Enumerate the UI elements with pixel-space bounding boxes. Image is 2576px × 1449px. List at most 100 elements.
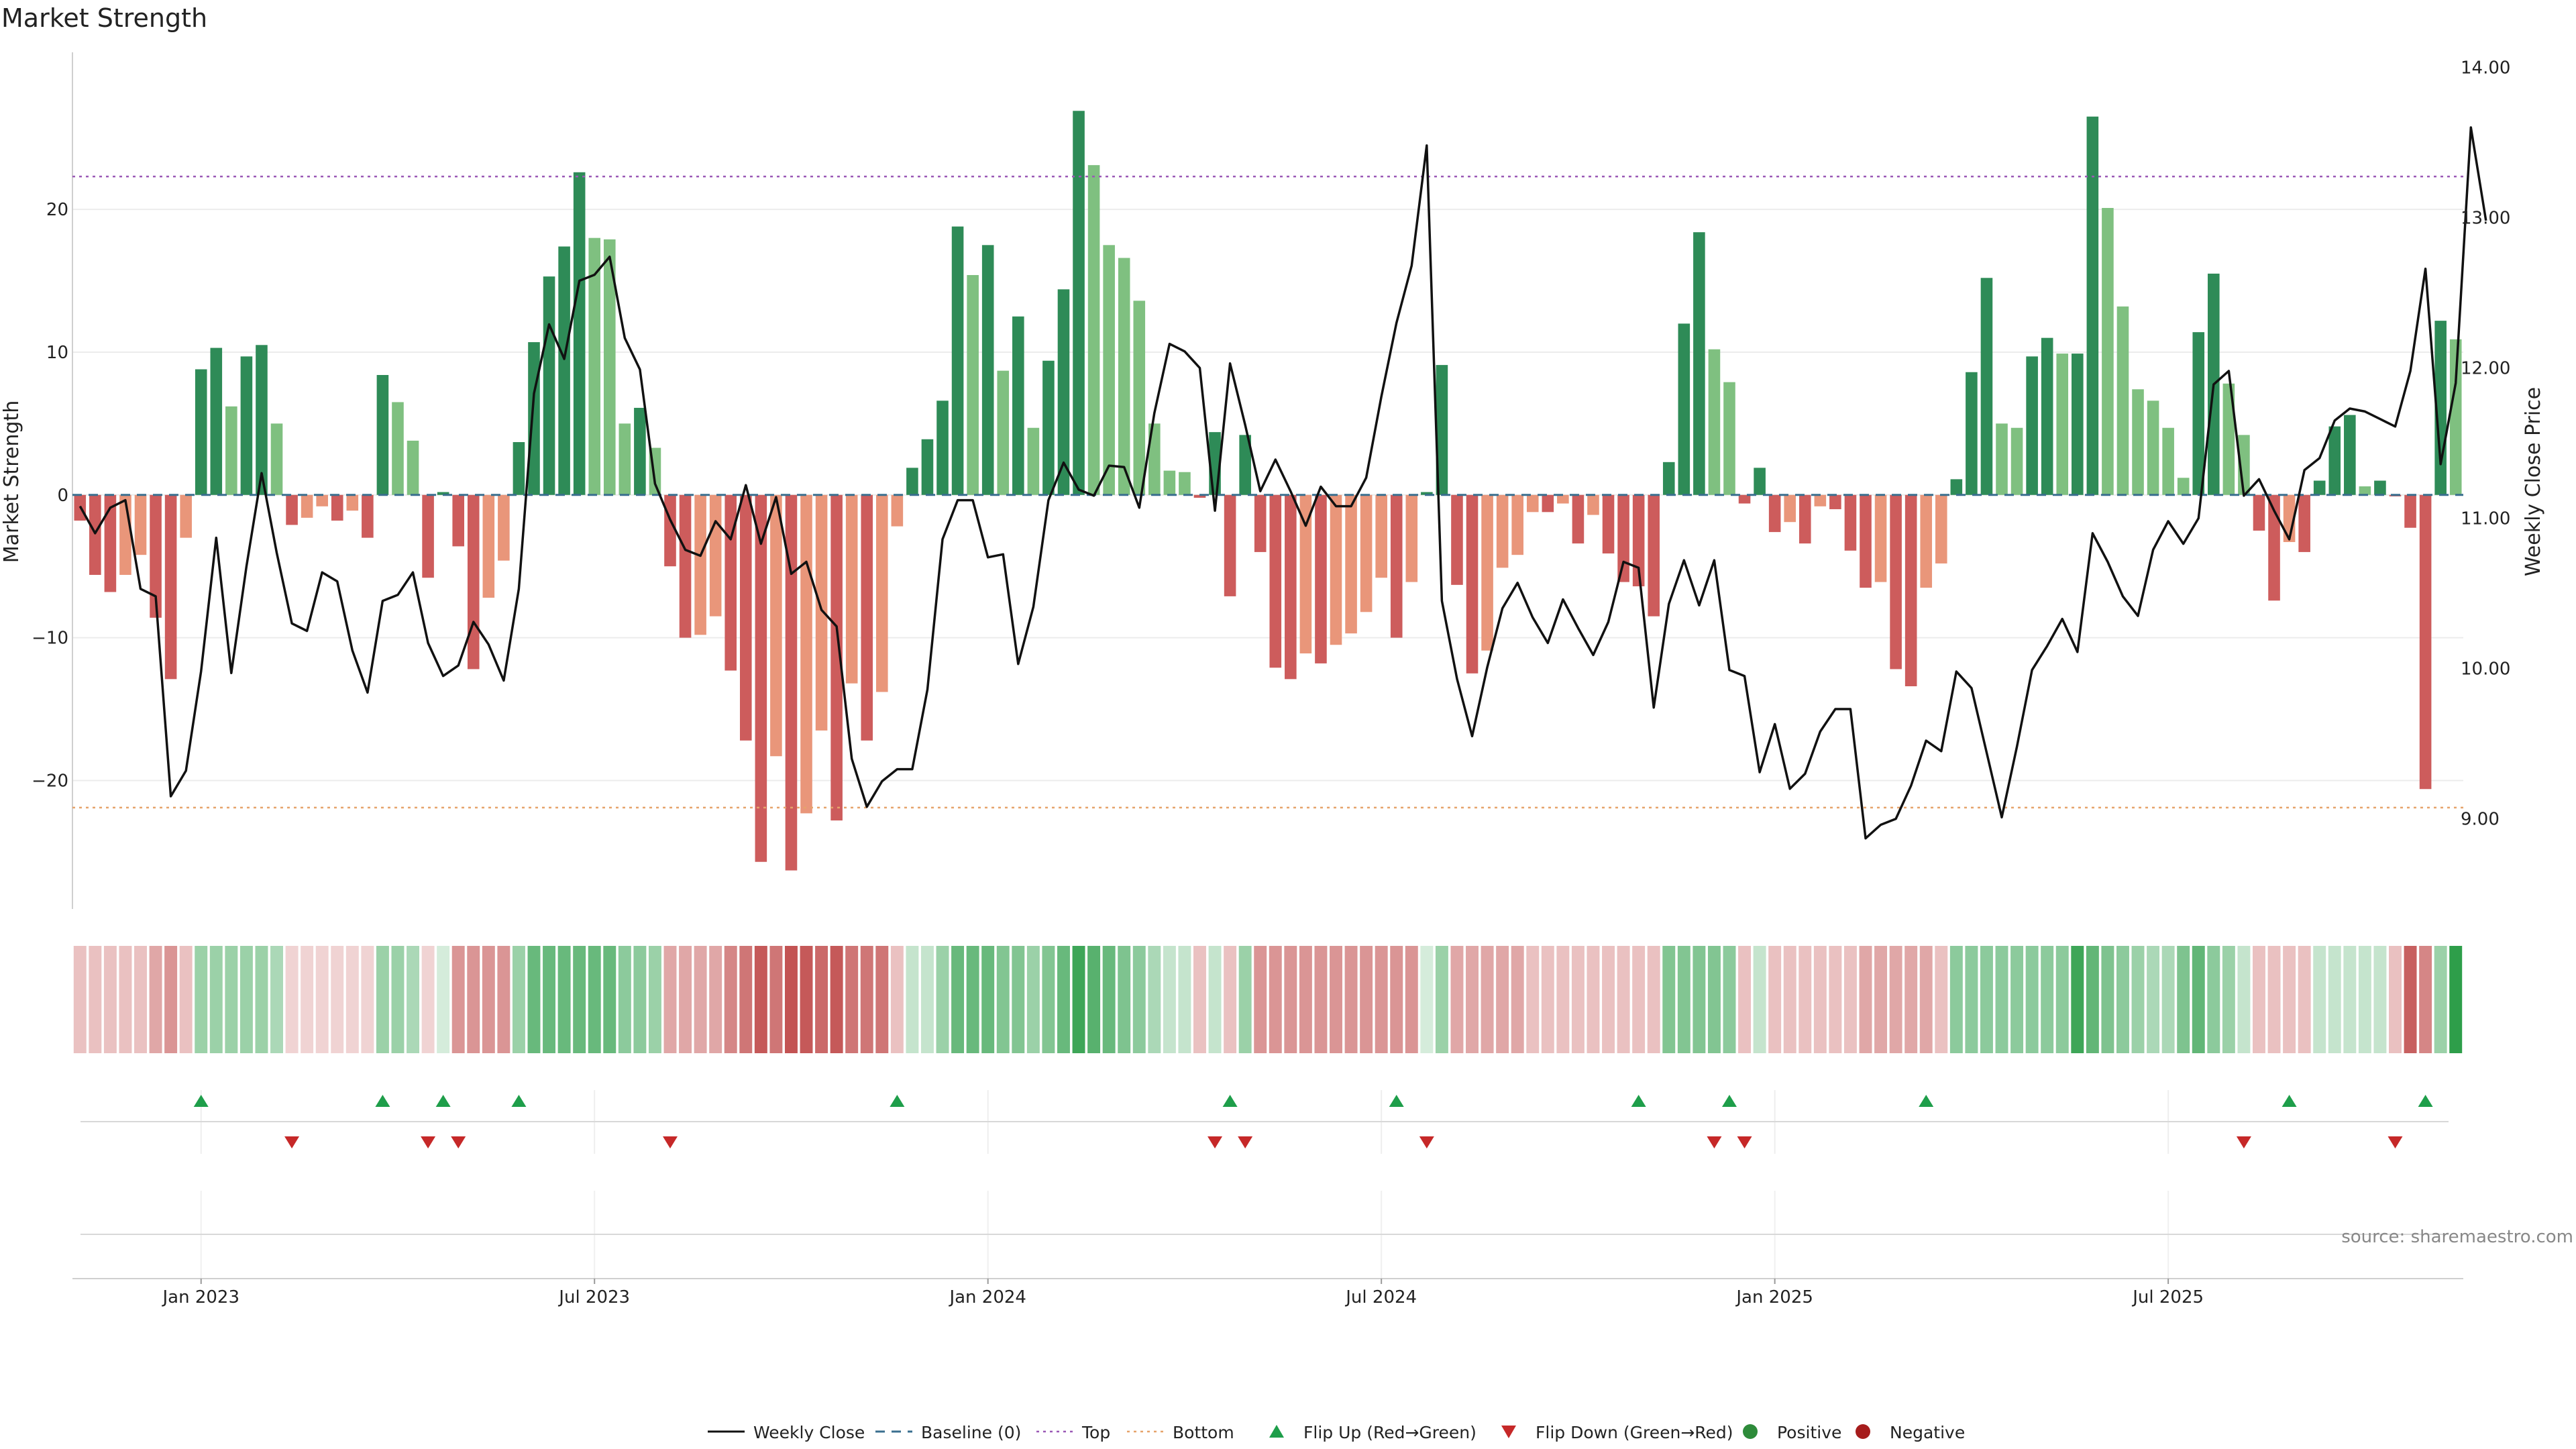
- heat-cell: [2253, 946, 2265, 1053]
- strength-bar: [2253, 494, 2265, 531]
- flip-up-marker: [2418, 1095, 2433, 1107]
- legend-swatch-circle: [1856, 1424, 1870, 1439]
- heat-cell: [1330, 946, 1342, 1053]
- left-y-tick-label: 10: [46, 343, 68, 363]
- strength-bar: [1784, 494, 1796, 523]
- heat-cell: [543, 946, 556, 1053]
- legend-label: Flip Down (Green→Red): [1536, 1423, 1733, 1442]
- strength-bar: [2222, 383, 2235, 495]
- flip-down-marker: [1208, 1136, 1223, 1148]
- strength-bar: [739, 494, 752, 741]
- strength-bar: [1148, 423, 1161, 495]
- heat-cell: [2161, 946, 2175, 1053]
- right-y-tick-label: 12.00: [2461, 358, 2510, 378]
- heat-cell: [1435, 946, 1448, 1053]
- heat-cell: [1723, 946, 1736, 1053]
- legend-swatch-circle: [1743, 1424, 1758, 1439]
- strength-bar: [1966, 372, 1978, 495]
- heat-cell: [1405, 946, 1418, 1053]
- strength-bar: [1526, 494, 1539, 513]
- legend-item: Flip Up (Red→Green): [1269, 1423, 1477, 1442]
- right-y-tick-label: 9.00: [2461, 810, 2500, 830]
- strength-bar: [195, 369, 207, 495]
- strength-bar: [1693, 232, 1705, 495]
- strength-bar: [2010, 427, 2023, 495]
- strength-bar: [1224, 494, 1236, 596]
- strength-panel: −20 −10 0 10 20 9.00 10.00 11.00 12.00 13.00 14.0…: [0, 52, 2545, 909]
- heat-cell: [255, 946, 268, 1053]
- right-y-tick-label: 11.00: [2461, 509, 2510, 529]
- strength-bar: [981, 245, 994, 495]
- legend-label: Top: [1081, 1423, 1110, 1442]
- strength-bar: [1179, 472, 1191, 495]
- flip-up-marker: [2282, 1095, 2297, 1107]
- strength-bars: [74, 111, 2462, 871]
- heat-cell: [1980, 946, 1993, 1053]
- legend-label: Negative: [1890, 1423, 1965, 1442]
- heat-cell: [1571, 946, 1585, 1053]
- heat-cell: [2025, 946, 2039, 1053]
- strength-bar: [755, 494, 767, 862]
- strength-bar: [1421, 492, 1433, 495]
- heat-cell: [769, 946, 783, 1053]
- strength-bar: [1360, 494, 1373, 612]
- strength-bar: [407, 440, 419, 495]
- heat-cell: [815, 946, 828, 1053]
- heat-cell: [1193, 946, 1206, 1053]
- heat-cell: [1420, 946, 1434, 1053]
- legend-label: Bottom: [1173, 1423, 1234, 1442]
- strength-bar: [1632, 494, 1645, 586]
- flip-down-marker: [2387, 1136, 2403, 1148]
- strength-bar: [800, 494, 812, 814]
- strength-bar: [1436, 365, 1448, 495]
- flip-up-marker: [511, 1095, 527, 1107]
- heat-cell: [603, 946, 616, 1053]
- strength-bar: [2132, 389, 2144, 495]
- heat-cell: [1057, 946, 1070, 1053]
- strength-bar: [1133, 301, 1146, 495]
- heat-cell: [1965, 946, 1978, 1053]
- strength-bar: [906, 468, 918, 495]
- heat-cell: [1450, 946, 1464, 1053]
- right-y-tick-label: 13.00: [2461, 208, 2510, 228]
- strength-bar: [1738, 494, 1751, 504]
- heat-cell: [906, 946, 919, 1053]
- heat-cell: [179, 946, 193, 1053]
- strength-bar: [861, 494, 873, 741]
- flip-down-marker: [421, 1136, 436, 1148]
- strength-bar: [2056, 354, 2069, 495]
- strength-bar: [2072, 354, 2084, 495]
- strength-bar: [1723, 382, 1735, 495]
- strength-bar: [2026, 356, 2038, 495]
- strength-bar: [2374, 480, 2386, 495]
- strength-bar: [2086, 116, 2099, 495]
- strength-bar: [210, 347, 223, 495]
- left-y-tick-label: 20: [46, 200, 68, 220]
- heat-cell: [1799, 946, 1812, 1053]
- strength-bar: [528, 342, 540, 495]
- strength-bar: [921, 439, 934, 495]
- heat-cell: [1889, 946, 1902, 1053]
- legend-item: Weekly Close: [708, 1423, 865, 1442]
- strength-bar: [346, 494, 359, 511]
- strength-bar: [1557, 494, 1569, 504]
- heat-cell: [2267, 946, 2281, 1053]
- legend-label: Positive: [1777, 1423, 1841, 1442]
- strength-bar: [482, 494, 495, 598]
- strength-bar: [891, 494, 904, 527]
- heat-cell: [2131, 946, 2145, 1053]
- x-tick-label: Jan 2025: [1735, 1287, 1813, 1307]
- heat-cell: [376, 946, 389, 1053]
- flip-up-marker: [1919, 1095, 1934, 1107]
- heat-cell: [1072, 946, 1085, 1053]
- strength-bar: [467, 494, 480, 669]
- heat-cell: [451, 946, 465, 1053]
- heat-cell: [1118, 946, 1131, 1053]
- heat-cell: [845, 946, 859, 1053]
- strength-heat-strip: [73, 946, 2463, 1053]
- strength-bar: [1118, 258, 1130, 495]
- level-lines: [72, 175, 2463, 809]
- weekly-close-polyline: [78, 126, 2487, 840]
- strength-bar: [2147, 400, 2159, 495]
